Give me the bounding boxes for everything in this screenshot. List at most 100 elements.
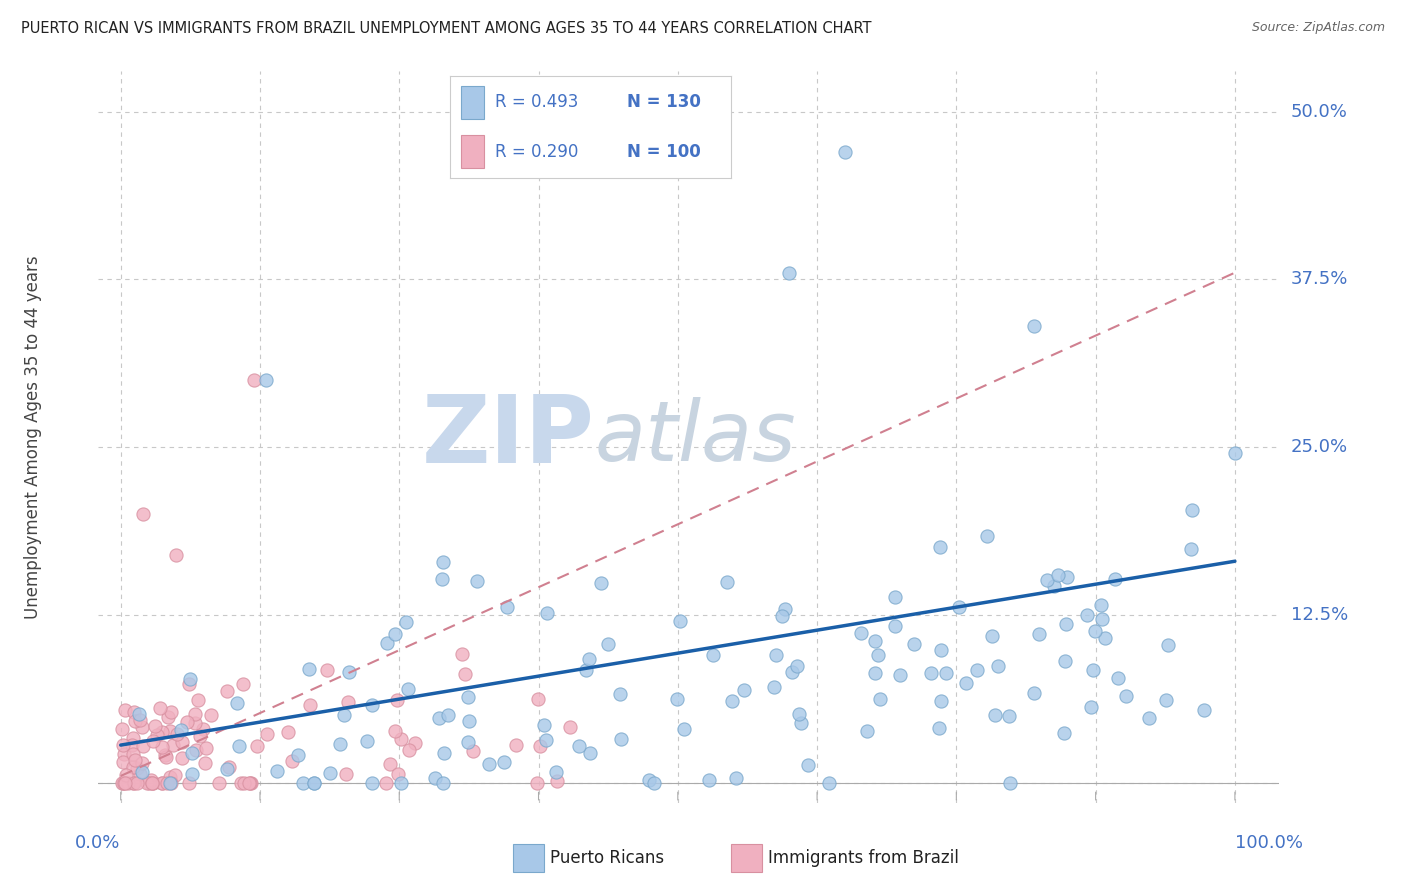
Point <box>610 732 633 747</box>
Point <box>404 736 426 750</box>
Point <box>920 666 942 681</box>
Point <box>254 373 277 387</box>
Point <box>124 775 146 789</box>
Point <box>984 708 1007 723</box>
Point <box>298 662 321 676</box>
Point <box>1107 671 1129 685</box>
Point <box>863 634 886 648</box>
Point <box>987 659 1010 673</box>
Point <box>114 768 136 782</box>
Point <box>1139 710 1161 724</box>
Point <box>150 725 173 739</box>
Point <box>948 599 970 614</box>
Point <box>450 647 472 661</box>
Point <box>360 775 382 789</box>
Point <box>1076 608 1098 623</box>
Point <box>156 775 179 789</box>
Point <box>432 555 454 569</box>
Point <box>866 648 889 662</box>
Point <box>361 698 384 712</box>
Point <box>457 690 479 704</box>
Text: 100.0%: 100.0% <box>1234 833 1303 852</box>
Point <box>127 775 149 789</box>
Point <box>165 548 187 562</box>
Point <box>299 698 322 713</box>
Point <box>966 663 988 677</box>
Point <box>883 590 905 604</box>
Point <box>139 773 162 788</box>
Point <box>578 747 600 761</box>
Point <box>929 540 952 554</box>
Point <box>315 663 337 677</box>
Point <box>131 764 153 779</box>
FancyBboxPatch shape <box>461 87 484 119</box>
Point <box>177 677 200 691</box>
Text: Unemployment Among Ages 35 to 44 years: Unemployment Among Ages 35 to 44 years <box>24 255 42 619</box>
Text: 25.0%: 25.0% <box>1291 438 1348 456</box>
Point <box>302 775 325 789</box>
Point <box>170 735 193 749</box>
Point <box>150 775 173 789</box>
Text: PUERTO RICAN VS IMMIGRANTS FROM BRAZIL UNEMPLOYMENT AMONG AGES 35 TO 44 YEARS CO: PUERTO RICAN VS IMMIGRANTS FROM BRAZIL U… <box>21 21 872 36</box>
Point <box>181 747 204 761</box>
Point <box>124 753 146 767</box>
Point <box>790 716 813 731</box>
Point <box>1083 624 1105 639</box>
Point <box>770 609 793 624</box>
Point <box>159 770 181 784</box>
Point <box>998 775 1021 789</box>
Point <box>461 743 484 757</box>
Point <box>239 775 262 789</box>
Point <box>187 693 209 707</box>
Point <box>129 767 152 781</box>
Point <box>114 703 136 717</box>
Text: N = 100: N = 100 <box>627 143 700 161</box>
Point <box>697 772 720 787</box>
Point <box>122 775 145 789</box>
Point <box>228 739 250 753</box>
Point <box>129 713 152 727</box>
Point <box>598 637 620 651</box>
Text: Puerto Ricans: Puerto Ricans <box>550 849 664 867</box>
Point <box>765 648 787 662</box>
Point <box>208 775 231 789</box>
Point <box>217 762 239 776</box>
Point <box>184 716 207 731</box>
Point <box>122 747 145 761</box>
Point <box>177 775 200 789</box>
Point <box>155 750 177 764</box>
Point <box>533 718 555 732</box>
Point <box>292 775 315 789</box>
Point <box>637 772 659 787</box>
Point <box>337 695 360 709</box>
Point <box>609 687 631 701</box>
Point <box>385 693 408 707</box>
Point <box>716 575 738 590</box>
Point <box>256 727 278 741</box>
Point <box>856 723 879 738</box>
Point <box>162 738 184 752</box>
Point <box>666 691 689 706</box>
Point <box>142 734 165 748</box>
Point <box>976 528 998 542</box>
Point <box>233 775 256 789</box>
Point <box>432 572 454 586</box>
Point <box>384 627 406 641</box>
Point <box>156 710 179 724</box>
Point <box>179 672 201 686</box>
Point <box>981 629 1004 643</box>
Point <box>494 756 516 770</box>
Point <box>931 694 953 708</box>
Point <box>389 775 412 789</box>
Point <box>931 643 953 657</box>
Point <box>1192 703 1215 717</box>
Point <box>465 574 488 588</box>
Point <box>337 665 360 680</box>
Text: R = 0.290: R = 0.290 <box>495 143 578 161</box>
Point <box>166 727 188 741</box>
Point <box>184 706 207 721</box>
Point <box>375 775 398 789</box>
Point <box>427 711 450 725</box>
Point <box>378 757 401 772</box>
Point <box>773 602 796 616</box>
